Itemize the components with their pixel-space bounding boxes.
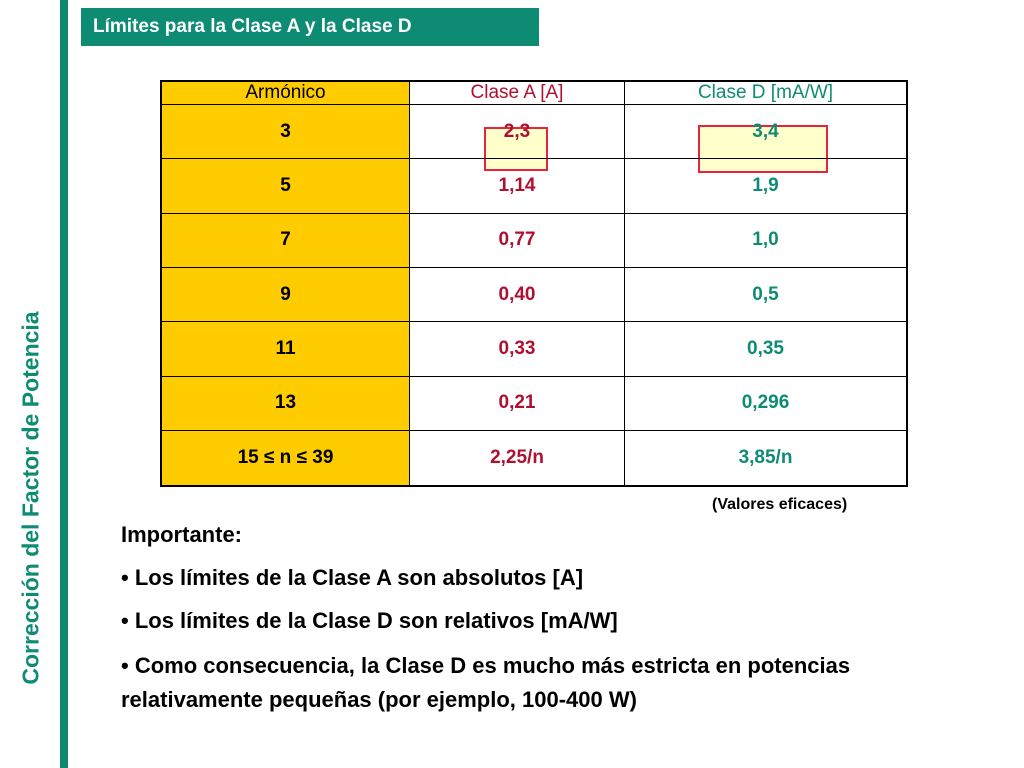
harmonic-cell: 11 xyxy=(160,321,410,377)
table-row: 3 2,3 3,4 xyxy=(160,103,908,160)
limits-table: Armónico Clase A [A] Clase D [mA/W] 3 2,… xyxy=(160,80,908,487)
side-accent-bar xyxy=(60,0,68,768)
harmonic-cell: 3 xyxy=(160,103,410,160)
class-d-cell: 0,296 xyxy=(624,375,908,431)
harmonic-cell: 13 xyxy=(160,375,410,431)
page-title: Límites para la Clase A y la Clase D xyxy=(81,8,539,46)
important-notes: Importante: • Los límites de la Clase A … xyxy=(121,520,981,717)
class-a-cell: 0,33 xyxy=(409,321,625,377)
table-row: 7 0,77 1,0 xyxy=(160,212,908,268)
class-d-cell: 3,4 xyxy=(624,103,908,160)
side-title-area: Corrección del Factor de Potencia xyxy=(0,0,60,768)
class-d-cell: 3,85/n xyxy=(624,429,908,487)
side-title: Corrección del Factor de Potencia xyxy=(17,311,44,685)
table-header-row: Armónico Clase A [A] Clase D [mA/W] xyxy=(160,80,908,105)
bullet-item: • Los límites de la Clase D son relativo… xyxy=(121,608,618,633)
table-row: 11 0,33 0,35 xyxy=(160,321,908,377)
class-a-cell: 0,40 xyxy=(409,266,625,323)
harmonic-cell: 9 xyxy=(160,266,410,323)
class-a-cell: 2,3 xyxy=(409,103,625,160)
class-a-cell: 0,21 xyxy=(409,375,625,431)
values-note: (Valores eficaces) xyxy=(712,496,848,513)
header-harmonic: Armónico xyxy=(160,80,410,105)
bullet-item: • Los límites de la Clase A son absoluto… xyxy=(121,565,584,590)
class-d-cell: 0,35 xyxy=(624,321,908,377)
table-row: 15 ≤ n ≤ 39 2,25/n 3,85/n xyxy=(160,429,908,487)
important-heading: Importante: xyxy=(121,522,242,547)
class-a-cell: 0,77 xyxy=(409,212,625,268)
table-row: 13 0,21 0,296 xyxy=(160,375,908,431)
header-class-a: Clase A [A] xyxy=(409,80,625,105)
class-d-cell: 1,9 xyxy=(624,158,908,214)
table-row: 9 0,40 0,5 xyxy=(160,266,908,323)
class-d-cell: 1,0 xyxy=(624,212,908,268)
bullet-item: • Como consecuencia, la Clase D es mucho… xyxy=(121,653,851,712)
class-a-cell: 1,14 xyxy=(409,158,625,214)
class-d-cell: 0,5 xyxy=(624,266,908,323)
table-row: 5 1,14 1,9 xyxy=(160,158,908,214)
harmonic-cell: 5 xyxy=(160,158,410,214)
harmonic-cell: 7 xyxy=(160,212,410,268)
class-a-cell: 2,25/n xyxy=(409,429,625,487)
header-class-d: Clase D [mA/W] xyxy=(624,80,908,105)
harmonic-cell: 15 ≤ n ≤ 39 xyxy=(160,429,410,487)
